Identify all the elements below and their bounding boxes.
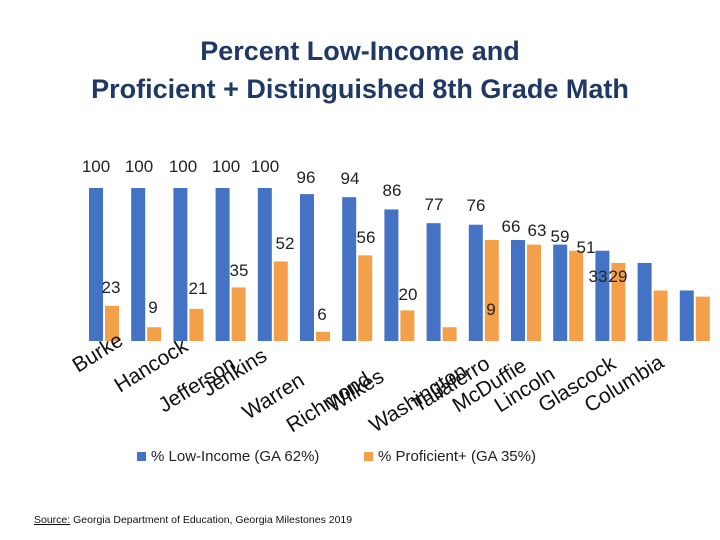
bar-low-income [215, 188, 230, 341]
source-label: Source: [34, 514, 71, 526]
value-label-low-income: 86 [383, 181, 402, 200]
value-label-low-income: 100 [125, 157, 153, 176]
value-label-low-income: 66 [502, 217, 521, 236]
bar-low-income [637, 262, 652, 341]
source-text: Georgia Department of Education, Georgia… [70, 514, 353, 526]
bar-low-income [173, 188, 188, 341]
value-label-low-income: 96 [297, 168, 316, 187]
bar-proficient [400, 310, 415, 341]
bar-low-income [511, 240, 525, 341]
value-label-low-income: 33 [589, 267, 608, 286]
bar-low-income [553, 244, 568, 341]
value-label-proficient: 21 [189, 279, 208, 298]
value-label-proficient: 35 [230, 261, 249, 280]
value-label-low-income: 100 [212, 157, 240, 176]
legend-swatch-low-income [137, 452, 146, 461]
bar-proficient [189, 308, 204, 341]
bar-proficient [484, 240, 499, 341]
bar-proficient [273, 261, 288, 341]
bar-low-income [679, 290, 694, 341]
value-label-proficient: 29 [609, 267, 628, 286]
bar-proficient [316, 331, 330, 341]
value-label-low-income: 100 [169, 157, 197, 176]
bar-low-income [89, 188, 103, 341]
source-note: Source: Georgia Department of Education,… [34, 514, 352, 526]
bar-low-income [300, 194, 314, 341]
bar-low-income [257, 188, 272, 341]
bar-proficient [695, 296, 710, 341]
value-label-low-income: 100 [251, 157, 279, 176]
value-label-proficient: 6 [317, 305, 326, 324]
bar-proficient [653, 290, 668, 341]
bar-proficient [105, 305, 119, 341]
bar-proficient [358, 255, 373, 341]
value-label-low-income: 76 [467, 196, 486, 215]
bar-low-income [342, 197, 357, 341]
value-label-low-income: 94 [341, 169, 360, 188]
value-label-proficient: 20 [399, 285, 418, 304]
value-label-low-income: 51 [577, 238, 596, 257]
bar-proficient [527, 244, 541, 341]
value-label-low-income: 77 [425, 195, 444, 214]
bar-low-income [131, 188, 146, 341]
bar-proficient [611, 262, 626, 341]
value-label-low-income: 59 [551, 227, 570, 246]
value-label-low-income: 63 [528, 221, 547, 240]
chart-title-line-2: Proficient + Distinguished 8th Grade Mat… [91, 74, 629, 104]
bar-low-income [384, 209, 399, 341]
bar-proficient [147, 327, 162, 341]
value-label-proficient: 9 [486, 300, 495, 319]
value-label-proficient: 9 [148, 298, 157, 317]
legend-swatch-proficient [364, 452, 373, 461]
value-label-proficient: 52 [276, 234, 295, 253]
value-label-proficient: 56 [357, 228, 376, 247]
bar-low-income [468, 224, 483, 341]
bar-low-income [595, 250, 610, 341]
value-label-proficient: 23 [102, 278, 121, 297]
chart-title-line-1: Percent Low-Income and [200, 36, 520, 66]
legend-label-low-income: % Low-Income (GA 62%) [151, 448, 319, 465]
bar-proficient [569, 250, 584, 341]
legend-label-proficient: % Proficient+ (GA 35%) [378, 448, 536, 465]
value-label-low-income: 100 [82, 157, 110, 176]
bar-proficient [442, 327, 457, 341]
bar-low-income [426, 223, 441, 341]
bar-proficient [231, 287, 246, 341]
